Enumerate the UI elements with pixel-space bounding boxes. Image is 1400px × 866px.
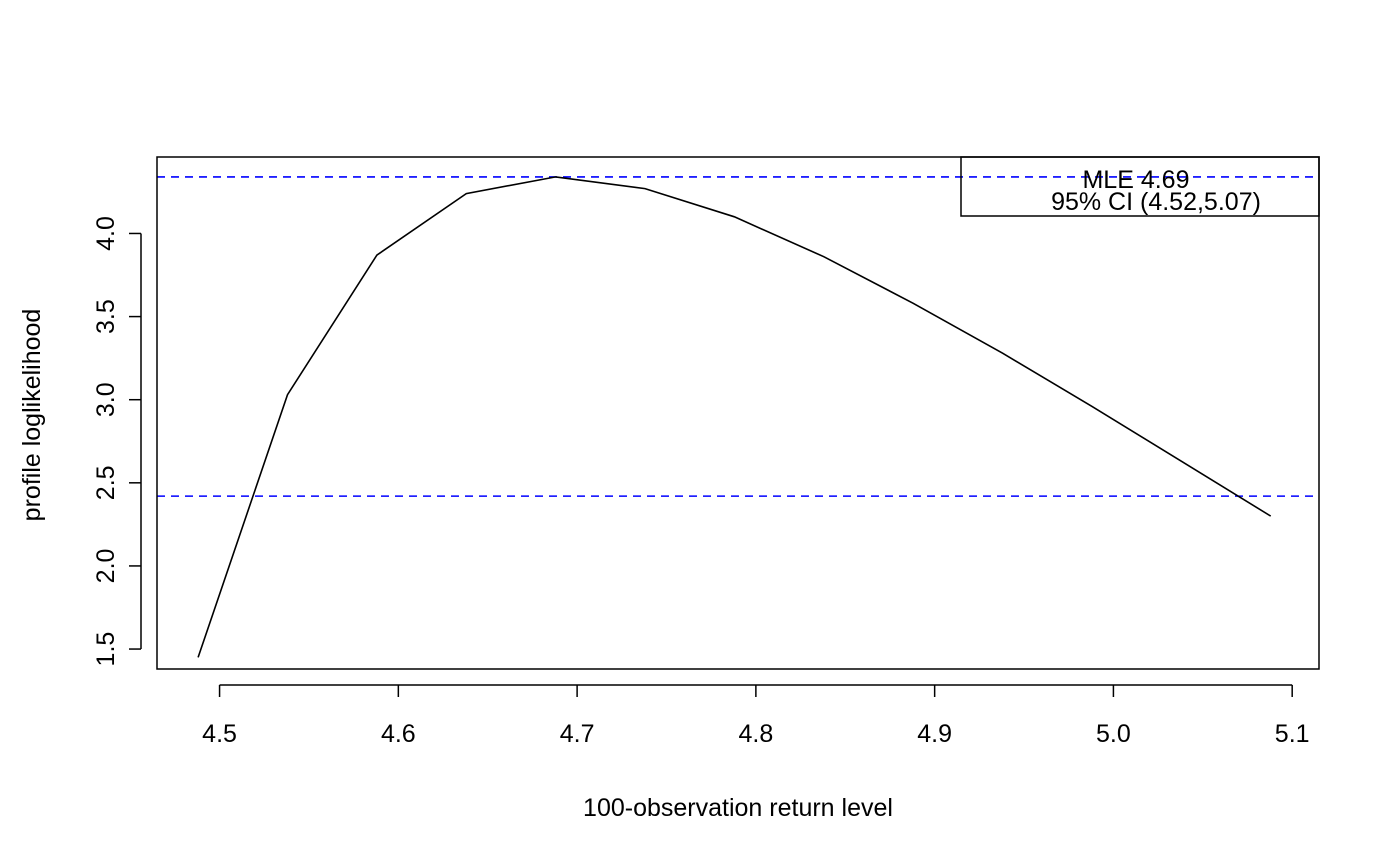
x-tick-label: 4.5 xyxy=(202,720,237,748)
x-tick-label: 5.0 xyxy=(1096,720,1131,748)
y-tick-label: 4.0 xyxy=(92,216,120,251)
x-axis-title: 100-observation return level xyxy=(583,794,893,822)
series-layer xyxy=(197,176,1272,658)
x-tick-label: 5.1 xyxy=(1275,720,1310,748)
legend: MLE 4.69 95% CI (4.52,5.07) xyxy=(960,156,1320,217)
x-tick-label: 4.8 xyxy=(738,720,773,748)
y-tick-label: 3.5 xyxy=(92,299,120,334)
legend-ci-text: 95% CI (4.52,5.07) xyxy=(1051,188,1261,216)
y-axis-title: profile loglikelihood xyxy=(18,309,46,522)
y-axis: 1.5 2.0 2.5 3.0 3.5 4.0 xyxy=(92,216,142,667)
y-tick-label: 3.0 xyxy=(92,382,120,417)
y-tick-label: 1.5 xyxy=(92,632,120,667)
legend-mle-text: MLE 4.69 xyxy=(1082,166,1189,194)
legend-box xyxy=(960,156,1320,217)
x-axis: 4.5 4.6 4.7 4.8 4.9 5.0 5.1 xyxy=(202,684,1310,748)
x-tick-label: 4.9 xyxy=(917,720,952,748)
series-line-0 xyxy=(197,176,1272,658)
x-tick-label: 4.7 xyxy=(560,720,595,748)
y-tick-label: 2.5 xyxy=(92,465,120,500)
reference-lines xyxy=(157,176,1319,497)
plot-frame xyxy=(156,156,1320,670)
x-tick-label: 4.6 xyxy=(381,720,416,748)
y-tick-label: 2.0 xyxy=(92,549,120,584)
